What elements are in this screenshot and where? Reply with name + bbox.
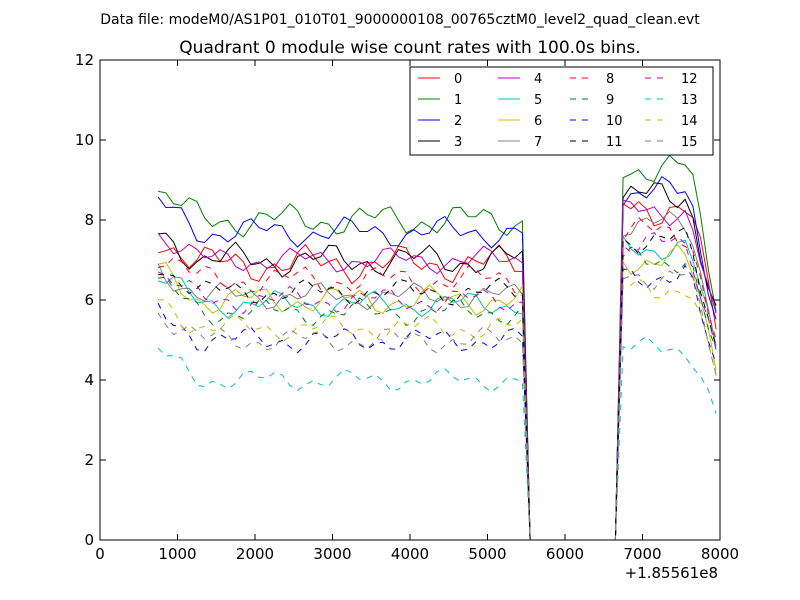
series-line-8	[157, 216, 717, 541]
legend-label-11: 11	[606, 135, 623, 150]
legend-label-13: 13	[681, 93, 698, 108]
legend-label-9: 9	[606, 93, 614, 108]
series-line-3	[158, 182, 717, 541]
chart-title: Quadrant 0 module wise count rates with …	[179, 38, 640, 58]
legend-label-2: 2	[454, 114, 462, 129]
y-tick-label: 6	[84, 291, 94, 309]
series-line-12	[157, 231, 717, 541]
series-layer	[157, 154, 717, 541]
axes-frame	[99, 59, 721, 541]
y-tick-label: 2	[84, 451, 94, 469]
y-tick-label: 12	[75, 51, 94, 69]
legend-box	[409, 66, 714, 156]
series-line-10	[157, 264, 717, 541]
legend-label-0: 0	[454, 72, 462, 87]
data-file-header: Data file: modeM0/AS1P01_010T01_90000001…	[100, 12, 700, 28]
legend-label-15: 15	[681, 135, 698, 150]
legend-label-10: 10	[606, 114, 623, 129]
x-tick-label: 7000	[623, 545, 661, 563]
y-tick-label: 0	[84, 531, 94, 549]
y-tick-label: 4	[84, 371, 94, 389]
tick-layer: 0 1000 2000 3000 4000 5000 6000 7000 80000246810…	[75, 51, 739, 563]
legend-label-1: 1	[454, 93, 462, 108]
x-tick-label: 3000	[313, 545, 351, 563]
legend-label-8: 8	[606, 72, 614, 87]
x-tick-label: 1000	[158, 545, 196, 563]
x-tick-label: 2000	[236, 545, 274, 563]
series-line-13	[157, 335, 717, 541]
y-tick-label: 8	[84, 211, 94, 229]
legend-label-5: 5	[534, 93, 542, 108]
x-tick-label: 4000	[391, 545, 429, 563]
x-tick-label: 6000	[546, 545, 584, 563]
legend-label-4: 4	[534, 72, 542, 87]
legend-label-7: 7	[534, 135, 542, 150]
x-tick-label: 5000	[468, 545, 506, 563]
x-tick-label: 8000	[701, 545, 739, 563]
legend-label-14: 14	[681, 114, 698, 129]
series-line-4	[157, 199, 717, 541]
x-tick-label: 0	[95, 545, 105, 563]
legend-label-6: 6	[534, 114, 542, 129]
legend-label-3: 3	[454, 135, 462, 150]
x-offset-label: +1.85561e8	[625, 564, 718, 582]
y-tick-label: 10	[75, 131, 94, 149]
series-line-1	[158, 154, 717, 541]
legend-label-12: 12	[681, 72, 698, 87]
